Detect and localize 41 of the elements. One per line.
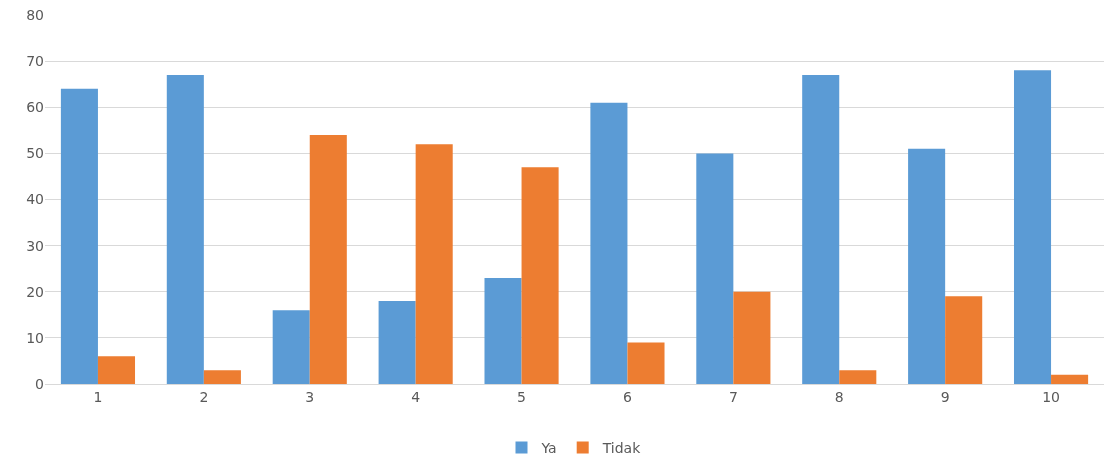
x-tick-label: 1 [93,388,103,405]
y-tick-label: 60 [26,99,44,116]
bar [802,74,840,384]
y-tick-label: 80 [26,6,44,23]
x-tick-label: 9 [940,388,950,405]
legend-label: Ya [540,440,557,457]
x-tick-label: 5 [517,388,527,405]
bar [166,74,204,384]
bar [484,277,522,384]
bar [309,134,347,384]
bar [1051,374,1089,384]
bar [97,356,136,384]
y-tick-label: 40 [26,191,44,208]
bar [378,300,416,384]
bar [590,102,628,384]
bar [945,296,983,384]
x-tick-label: 2 [199,388,209,405]
bar [733,291,771,384]
bar [908,148,946,384]
bar [839,370,877,384]
bar [272,310,310,384]
y-tick-label: 30 [26,237,44,254]
y-tick-label: 50 [26,145,44,162]
y-tick-label: 0 [35,375,44,392]
x-tick-label: 10 [1042,388,1060,405]
bar [1013,70,1052,384]
bar [696,153,734,384]
x-tick-label: 8 [834,388,844,405]
x-tick-label: 4 [411,388,421,405]
y-tick-label: 20 [26,283,44,300]
bar [627,342,665,384]
x-tick-label: 6 [622,388,632,405]
bar [521,167,559,384]
x-tick-label: 3 [305,388,315,405]
y-tick-label: 10 [26,329,44,346]
x-tick-label: 7 [728,388,738,405]
bar [60,88,98,384]
bar [415,144,453,384]
legend-label: Tidak [601,440,642,457]
y-tick-label: 70 [26,53,44,70]
bar [203,370,241,384]
